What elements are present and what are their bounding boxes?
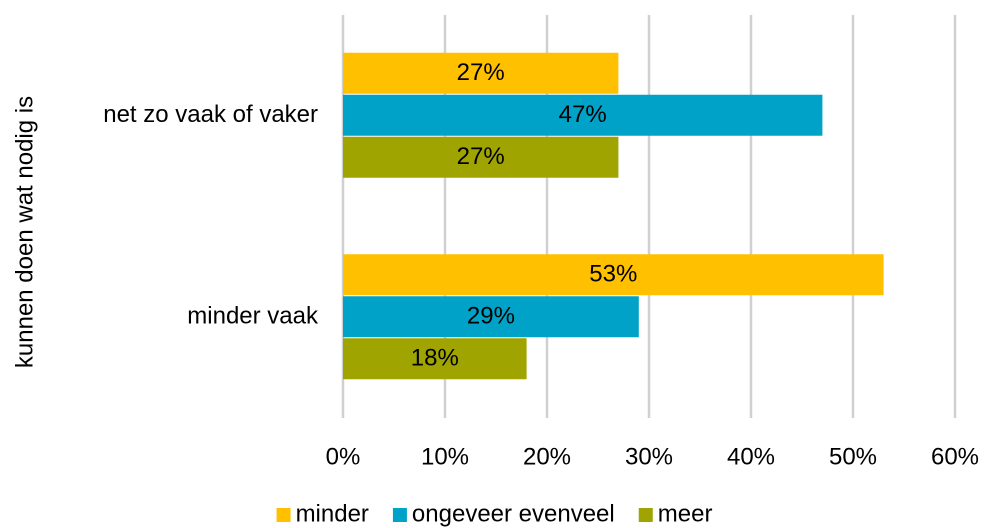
legend-label: meer [658,500,713,527]
x-tick-label: 20% [523,443,571,470]
legend-label: minder [296,500,369,527]
y-axis-label: kunnen doen wat nodig is [11,96,38,368]
data-label: 47% [559,101,607,128]
legend-swatch [276,508,291,522]
data-label: 27% [457,59,505,86]
x-tick-label: 50% [829,443,877,470]
legend-label: ongeveer evenveel [412,500,615,527]
bar [343,94,823,136]
legend-swatch [392,508,407,522]
bar [343,52,619,94]
bar [343,136,619,178]
data-label: 29% [467,303,515,330]
legend-swatch [638,508,653,522]
data-label: 53% [589,261,637,288]
bar [343,296,639,338]
y-tick-label: minder vaak [187,303,319,330]
x-tick-label: 10% [421,443,469,470]
data-label: 27% [457,143,505,170]
data-label: 18% [411,345,459,372]
x-tick-label: 40% [727,443,775,470]
x-tick-label: 30% [625,443,673,470]
x-tick-label: 60% [931,443,979,470]
y-tick-label: net zo vaak of vaker [103,101,318,128]
bar [343,254,884,296]
bar [343,338,527,380]
x-tick-label: 0% [326,443,361,470]
